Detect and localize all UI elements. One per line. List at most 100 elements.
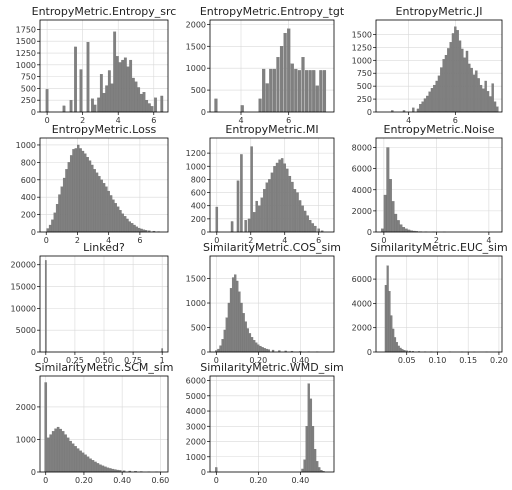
histogram-bar [293,189,297,233]
histogram-bar [314,225,317,233]
histogram-bar [486,91,490,113]
histogram-bar [291,181,294,233]
x-tick-label: 0.50 [95,356,113,365]
histogram-bar [399,224,403,233]
histogram-bar [493,101,497,113]
histogram-bar [134,81,138,113]
y-tick-label: 1000 [186,453,206,462]
plot-frame [39,375,169,473]
histogram-bar [278,159,281,233]
plot-frame [39,137,169,233]
histogram-bar [391,201,395,233]
histogram-bar [470,67,473,113]
x-tick-label: 0.25 [66,356,84,365]
histogram-bar [435,80,438,113]
histogram-bar [477,78,480,113]
histogram-bar [265,182,269,233]
histogram-bar [454,26,457,113]
histogram-bar [118,62,122,113]
histogram-bar [397,345,400,353]
plot-frame [375,19,503,113]
histogram-bar [60,186,64,233]
histogram-bar [275,162,279,233]
histogram-bar [130,223,134,233]
histogram-bar [250,337,254,353]
x-tick-label: 0.20 [490,356,508,365]
histogram-bar [105,85,109,113]
histogram-bar [71,443,75,473]
histogram-bar [451,33,455,113]
histogram-panel: 0 2 4 6 0 200 400 600 800 1000 EntropyMetric.Loss [16,123,169,245]
histogram-bar [313,448,317,473]
histogram-bar [106,467,110,473]
histogram-bar [308,70,312,113]
histogram-bar [72,149,75,233]
y-tick-label: 2000 [16,403,36,412]
histogram-bar [66,437,70,473]
plot-frame [209,255,335,353]
panel-title: EntropyMetric.MI [225,123,318,136]
histogram-bar [472,74,476,113]
histogram-bar [113,31,117,113]
x-tick-label: 2 [434,236,439,245]
y-tick-label: 2000 [352,207,372,216]
y-tick-label: 1250 [352,43,372,52]
histogram-bar [317,228,320,233]
histogram-bar [394,337,397,353]
y-tick-label: 0 [201,468,206,477]
histogram-bar [240,302,243,353]
y-tick-label: 500 [21,84,36,93]
y-tick-label: 800 [191,175,206,184]
histogram-bar [46,437,50,473]
histogram-bar [268,179,271,233]
panel-title: SimilarityMetric.SCM_sim [35,361,174,374]
histogram-bar [89,458,92,473]
histogram-bar [309,398,313,473]
x-tick-label: 2 [75,236,80,245]
histogram-bar [93,104,97,113]
histogram-panel: 0 0.25 0.50 0.75 1 0 5000 10000 15000 20000 Linked… [11,241,169,365]
x-tick-label: 1 [160,356,165,365]
histogram-bar [98,176,101,233]
histogram-bar [304,70,309,113]
histogram-bar [69,440,72,473]
y-tick-label: 0 [201,228,206,237]
x-tick-label: 0 [45,116,50,125]
y-tick-label: 5000 [16,326,36,335]
histogram-bar [44,260,47,353]
y-tick-label: 1250 [16,49,36,58]
histogram-bar [283,32,287,113]
histogram-bar [77,144,80,233]
histogram-bar [79,69,83,113]
histogram-bar [95,172,99,233]
histogram-bar [301,468,304,473]
y-tick-label: 600 [191,189,206,198]
histogram-bar [236,280,239,353]
y-tick-label: 4000 [352,299,372,308]
histogram-bar [97,97,101,113]
histogram-bar [465,50,469,113]
histogram-bar [402,227,406,233]
histogram-bar [236,180,240,233]
histogram-bar [442,59,445,113]
y-tick-label: 0 [31,108,36,117]
histogram-bar [301,57,305,113]
histogram-bar [270,172,274,233]
x-tick-label: 0.05 [398,356,416,365]
y-tick-label: 800 [21,158,36,167]
x-tick-label: 6 [286,116,291,125]
y-tick-label: 8000 [352,144,372,153]
histogram-bar [238,291,241,353]
x-tick-label: 2 [248,236,253,245]
histogram-bar [463,57,466,113]
x-tick-label: 6 [316,236,321,245]
histogram-bar [84,153,87,233]
histogram-bar [404,228,408,233]
histogram-bar [99,74,103,113]
histogram-bar [433,84,436,113]
histogram-bar [126,66,130,113]
y-tick-label: 0 [367,228,372,237]
histogram-bar [81,452,85,473]
histogram-bar [468,63,471,113]
